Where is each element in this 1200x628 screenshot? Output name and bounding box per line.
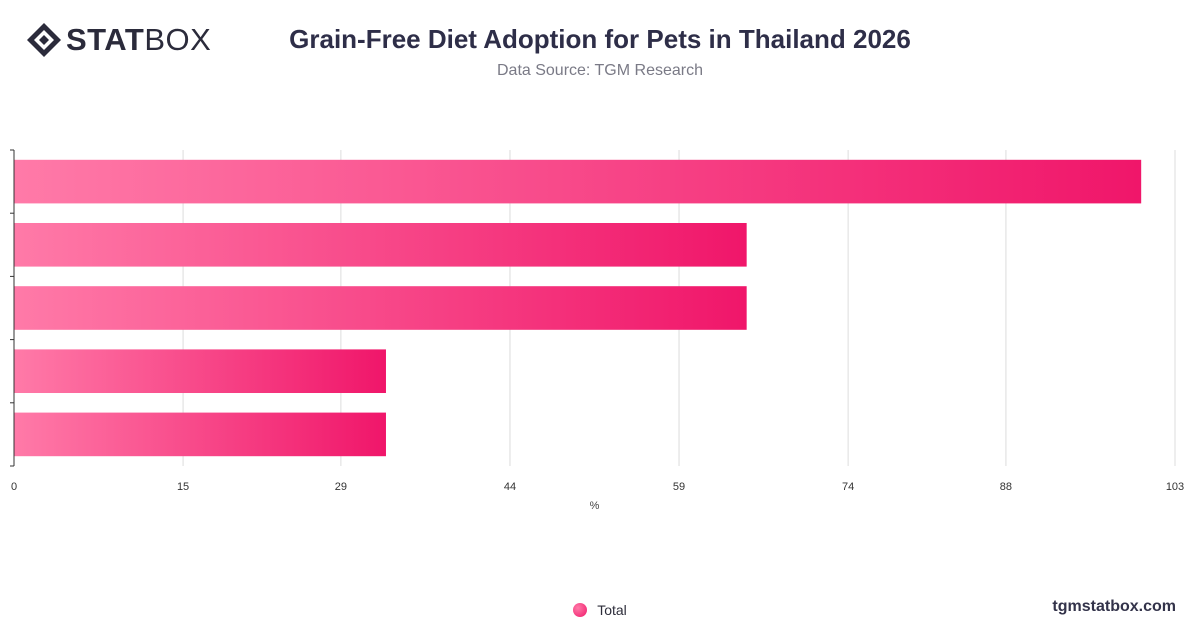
logo-text-light: BOX xyxy=(144,22,212,57)
watermark: tgmstatbox.com xyxy=(1052,598,1176,615)
axes xyxy=(10,149,15,467)
bar[interactable] xyxy=(14,286,747,330)
x-tick-label: 15 xyxy=(177,481,189,493)
bar[interactable] xyxy=(14,222,747,267)
bar[interactable] xyxy=(14,349,386,394)
bar[interactable] xyxy=(14,159,1142,204)
x-tick-label: 44 xyxy=(504,481,516,493)
bar[interactable] xyxy=(14,412,386,457)
chart-subtitle: Data Source: TGM Research xyxy=(496,62,703,79)
x-tick-label: 74 xyxy=(842,481,854,493)
logo-text-bold: STAT xyxy=(66,22,145,57)
x-tick-label: 103 xyxy=(1166,481,1184,493)
legend-swatch-icon xyxy=(573,603,588,617)
logo-text: STATBOX xyxy=(66,22,211,58)
chart-title: Grain-Free Diet Adoption for Pets in Tha… xyxy=(289,24,911,54)
legend-item-total[interactable]: Total xyxy=(573,602,627,618)
x-tick-label: 29 xyxy=(335,481,347,493)
bars xyxy=(14,159,1142,457)
x-tick-label: 0 xyxy=(11,481,17,493)
x-axis-title: % xyxy=(590,500,600,512)
legend-label: Total xyxy=(597,602,627,618)
tick-labels: 0 15 29 44 59 74 88 103% xyxy=(11,481,1184,512)
x-tick-label: 59 xyxy=(673,481,685,493)
statbox-logo: STATBOX xyxy=(26,22,211,58)
legend: Total xyxy=(0,602,1200,618)
bar-chart: 0 15 29 44 59 74 88 103% xyxy=(10,149,1184,512)
x-tick-label: 88 xyxy=(1000,481,1012,493)
diamond-logo-icon xyxy=(27,23,61,57)
